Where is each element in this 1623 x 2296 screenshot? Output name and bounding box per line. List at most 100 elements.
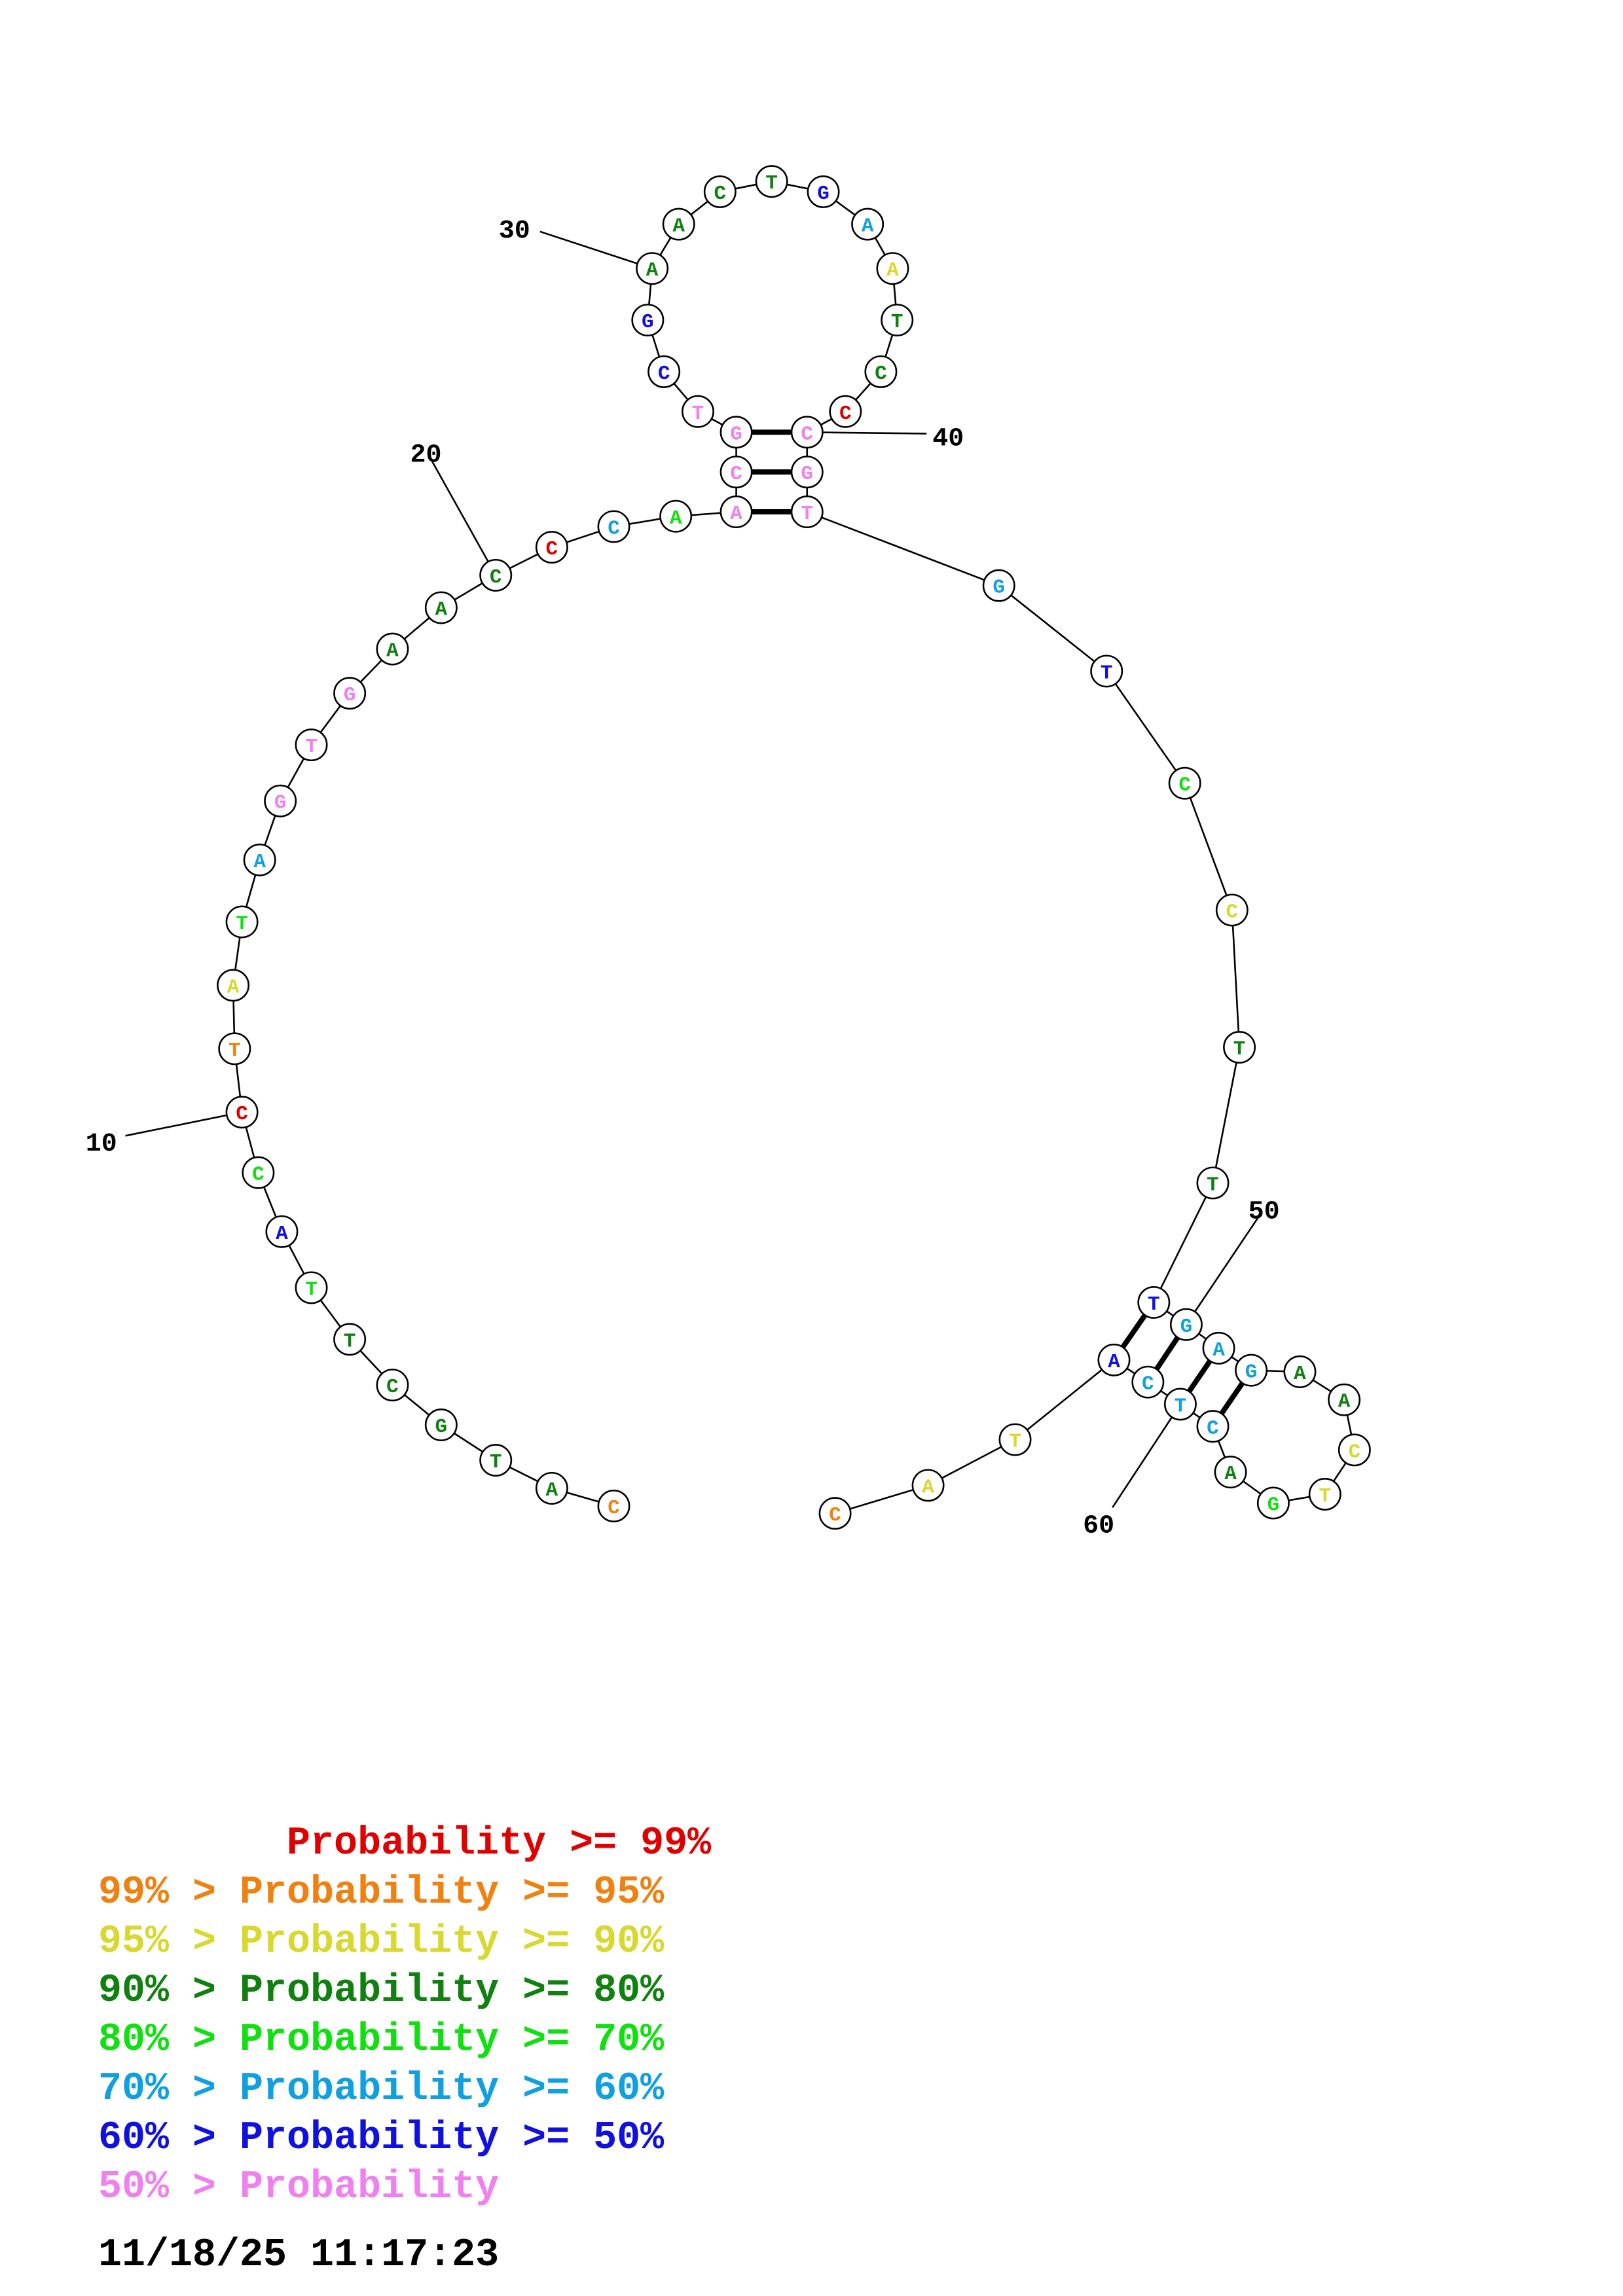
nucleotide-node: T <box>881 304 914 337</box>
nucleotide-circle <box>479 1444 513 1477</box>
nucleotide-node: G <box>807 175 840 208</box>
nucleotide-circle <box>790 495 824 528</box>
nucleotide-circle <box>1097 1343 1131 1376</box>
nucleotide-circle <box>1196 1166 1230 1200</box>
nucleotide-circle <box>535 531 568 564</box>
nucleotide-letter: T <box>490 1451 502 1474</box>
nucleotide-letter: C <box>1142 1373 1154 1396</box>
nucleotide-letter: T <box>692 403 704 425</box>
nucleotide-node: G <box>631 304 665 337</box>
nucleotide-circle <box>225 905 259 939</box>
nucleotide-node: T <box>1163 1388 1197 1421</box>
nucleotide-node: C <box>1215 893 1249 927</box>
nucleotide-letter: A <box>1108 1351 1120 1374</box>
nucleotide-node: A <box>424 591 458 624</box>
nucleotide-node: G <box>424 1408 458 1441</box>
nucleotide-node: C <box>829 395 862 428</box>
nucleotide-node: G <box>790 456 824 489</box>
nucleotide-node: G <box>982 569 1015 602</box>
nucleotide-letter: C <box>658 363 670 386</box>
nucleotide-node: T <box>1090 655 1123 688</box>
nucleotide-circle <box>1214 1456 1247 1489</box>
nucleotide-node: C <box>479 558 513 592</box>
nucleotide-circle <box>982 569 1015 602</box>
nucleotide-circle <box>1283 1355 1317 1388</box>
nucleotide-circle <box>243 843 276 876</box>
nucleotide-letter: C <box>730 463 742 486</box>
nucleotide-circle <box>818 1497 852 1530</box>
nucleotide-node: C <box>703 175 737 208</box>
nucleotide-circle <box>479 558 513 592</box>
nucleotide-letter: A <box>1294 1363 1306 1386</box>
nucleotide-circle <box>1223 1031 1256 1064</box>
nucleotide-node: G <box>1169 1308 1203 1341</box>
nucleotide-node: T <box>790 495 824 528</box>
nucleotide-node: C <box>597 510 630 543</box>
nucleotide-letter: T <box>891 311 903 334</box>
nucleotide-letter: G <box>1267 1494 1280 1516</box>
nucleotide-letter: C <box>875 363 887 386</box>
nucleotide-node: T <box>333 1323 367 1356</box>
nucleotide-circle <box>755 165 788 198</box>
nucleotide-node: A <box>535 1471 568 1505</box>
nucleotide-node: A <box>243 843 276 876</box>
nucleotide-node: A <box>911 1469 945 1502</box>
nucleotide-circle <box>1137 1285 1171 1319</box>
nucleotide-circle <box>597 1489 630 1522</box>
position-label: 30 <box>499 217 530 246</box>
nucleotide-letter: A <box>1224 1463 1237 1486</box>
position-label-leader <box>125 1111 242 1137</box>
nucleotide-letter: T <box>801 503 813 526</box>
legend-entry: 50% > Probability <box>98 2165 500 2210</box>
nucleotide-node: C <box>225 1096 259 1129</box>
timestamp: 11/18/25 11:17:23 <box>98 2233 500 2278</box>
nucleotide-node: T <box>682 395 714 428</box>
nucleotide-node: T <box>225 905 259 939</box>
nucleotide-circle <box>535 1471 568 1505</box>
nucleotide-node: G <box>1256 1486 1290 1520</box>
nucleotide-circle <box>911 1469 945 1502</box>
nucleotide-circle <box>1338 1433 1371 1467</box>
nucleotide-circle <box>1131 1365 1165 1399</box>
nucleotide-letter: G <box>801 463 813 486</box>
legend-entry: 80% > Probability >= 70% <box>98 2018 665 2062</box>
nucleotide-node: A <box>851 207 884 241</box>
nucleotide-letter: C <box>1178 774 1191 797</box>
nucleotide-letter: C <box>608 1497 620 1520</box>
nucleotide-letter: A <box>646 259 659 282</box>
nucleotide-letter: A <box>670 507 682 530</box>
nucleotide-node: A <box>1328 1383 1361 1416</box>
nucleotide-letter: G <box>817 183 830 206</box>
position-labels: 10 20 30 40 50 60 <box>86 217 1280 1541</box>
nucleotide-node: A <box>1202 1331 1235 1365</box>
nucleotide-circle <box>333 677 367 710</box>
nucleotide-letter: T <box>305 1278 318 1301</box>
nucleotide-node: G <box>1235 1354 1268 1387</box>
nucleotide-circle <box>225 1096 259 1129</box>
nucleotide-circle <box>1090 655 1123 688</box>
nucleotide-node: A <box>265 1215 299 1248</box>
nucleotide-letter: G <box>993 577 1005 600</box>
nucleotide-circle <box>636 252 669 285</box>
nucleotide-letter: C <box>546 538 558 561</box>
nucleotide-circle <box>864 355 898 388</box>
nucleotide-circle <box>295 1271 328 1304</box>
nucleotide-letter: T <box>344 1330 356 1353</box>
nucleotide-letter: G <box>1180 1316 1193 1338</box>
nucleotide-letter: T <box>1101 662 1113 685</box>
nucleotide-circle <box>1328 1383 1361 1416</box>
nucleotide-letter: T <box>305 736 318 759</box>
nucleotide-letter: T <box>765 172 778 195</box>
nucleotide-letter: G <box>730 423 742 446</box>
nucleotide-node: G <box>333 677 367 710</box>
nucleotide-letter: A <box>386 640 399 663</box>
nucleotide-circle <box>703 175 737 208</box>
nucleotide-node: A <box>636 252 669 285</box>
nucleotide-letter: G <box>1245 1361 1258 1384</box>
position-label: 20 <box>410 440 442 470</box>
nucleotide-circle <box>682 395 714 428</box>
nucleotide-circle <box>790 456 824 489</box>
nucleotide-letter: C <box>1226 901 1238 924</box>
nucleotide-letter: C <box>252 1164 264 1187</box>
